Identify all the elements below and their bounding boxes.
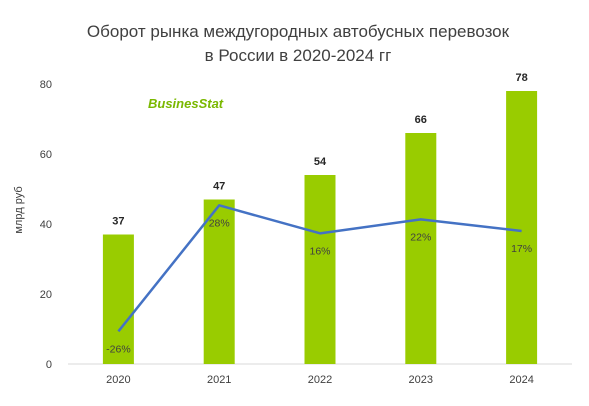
labels-layer: 37 47 54 66 78 -26% 28% 16% 22% 17% (106, 72, 532, 355)
growth-label: -26% (106, 343, 131, 355)
growth-label: 17% (511, 243, 532, 255)
bar-2021 (203, 199, 235, 364)
businesstat-logo: BusinesStat (148, 96, 224, 111)
x-tick-label: 2020 (106, 374, 130, 386)
y-tick-label: 60 (40, 149, 52, 161)
y-tick-label: 80 (40, 79, 52, 91)
growth-label: 28% (209, 217, 230, 229)
chart-title-line-2: в России в 2020-2024 гг (205, 46, 392, 65)
y-tick-label: 40 (40, 219, 52, 231)
bar-2022 (304, 175, 336, 364)
x-tick-label: 2022 (308, 374, 332, 386)
axis-layer: 0 20 40 60 80 2020 2021 2022 2023 2024 (40, 79, 572, 386)
y-tick-label: 20 (40, 289, 52, 301)
bar-value-label: 54 (314, 156, 327, 168)
line-layer (117, 204, 522, 333)
x-tick-label: 2023 (409, 374, 433, 386)
bar-2023 (405, 133, 437, 364)
bars-layer (102, 91, 538, 364)
growth-line (117, 204, 522, 333)
x-tick-label: 2021 (207, 374, 231, 386)
y-axis-label: млрд руб (13, 186, 25, 233)
x-tick-label: 2024 (509, 374, 533, 386)
bar-value-label: 66 (415, 114, 427, 126)
chart-title-line-1: Оборот рынка междугородных автобусных пе… (87, 22, 510, 41)
bar-value-label: 37 (112, 216, 124, 228)
bar-value-label: 47 (213, 181, 225, 193)
bar-value-label: 78 (515, 72, 527, 84)
growth-label: 22% (410, 231, 431, 243)
y-tick-label: 0 (46, 359, 52, 371)
bar-2024 (506, 91, 538, 364)
growth-label: 16% (309, 245, 330, 257)
bar-2020 (102, 234, 134, 364)
